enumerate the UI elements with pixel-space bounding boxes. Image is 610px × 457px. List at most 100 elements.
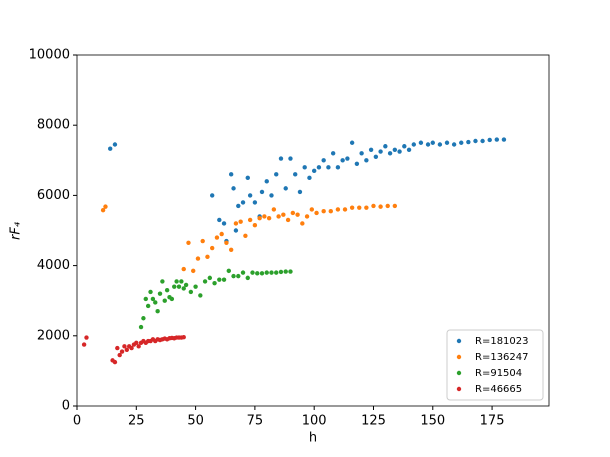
point	[326, 165, 331, 170]
point	[264, 270, 269, 275]
point	[233, 228, 239, 233]
point	[335, 207, 341, 212]
y-axis-label: rF₄	[9, 221, 24, 240]
point	[112, 359, 118, 365]
point	[262, 214, 267, 219]
point	[357, 205, 362, 210]
point	[221, 221, 227, 226]
point	[145, 303, 151, 309]
point	[255, 271, 260, 276]
point	[143, 296, 148, 302]
point	[188, 289, 194, 295]
point	[247, 217, 253, 223]
point	[335, 165, 341, 170]
point	[243, 233, 248, 238]
point	[451, 142, 457, 147]
point	[368, 147, 374, 152]
point	[354, 161, 360, 167]
point	[122, 344, 127, 349]
point	[259, 271, 265, 276]
point	[236, 273, 241, 279]
point	[501, 137, 507, 142]
point	[84, 335, 89, 340]
point	[103, 204, 108, 209]
point	[494, 137, 500, 142]
point	[257, 216, 262, 221]
point	[200, 238, 205, 244]
point	[466, 139, 471, 145]
point	[480, 138, 485, 144]
point	[295, 212, 300, 217]
point	[209, 193, 215, 198]
point	[157, 291, 163, 296]
point	[397, 149, 402, 154]
point	[250, 270, 255, 275]
point	[359, 151, 364, 156]
legend-label: R=46665	[475, 384, 522, 395]
point	[217, 277, 222, 282]
point	[153, 300, 158, 305]
legend: R=181023 R=136247 R=91504 R=46665	[446, 329, 544, 401]
point	[328, 208, 333, 214]
point	[290, 210, 296, 216]
point	[112, 142, 118, 147]
point	[108, 146, 113, 151]
point	[115, 345, 120, 351]
x-tick-label: 75	[247, 414, 264, 429]
point	[274, 270, 279, 275]
point	[302, 165, 307, 170]
point	[236, 203, 241, 209]
point	[231, 273, 236, 279]
point	[217, 217, 222, 223]
y-tick-label: 10000	[29, 48, 70, 63]
point	[364, 158, 369, 163]
point	[245, 275, 250, 281]
point	[378, 204, 383, 209]
point	[119, 349, 125, 354]
point	[340, 158, 345, 163]
point	[283, 269, 288, 274]
point	[269, 270, 274, 275]
point	[364, 205, 369, 210]
point	[195, 256, 201, 261]
point	[252, 200, 258, 205]
point	[300, 221, 305, 226]
point	[174, 279, 179, 284]
point	[247, 193, 253, 198]
point	[271, 207, 277, 212]
point	[238, 219, 243, 224]
point	[252, 223, 258, 228]
point	[224, 240, 229, 245]
point	[179, 279, 184, 284]
point	[321, 158, 326, 163]
point	[228, 172, 234, 177]
point	[176, 284, 182, 289]
x-tick-label: 125	[361, 414, 386, 429]
point	[342, 207, 348, 212]
point	[155, 309, 160, 314]
point	[349, 140, 355, 145]
point	[228, 247, 234, 253]
point	[172, 284, 177, 289]
point	[406, 147, 412, 152]
point	[288, 156, 293, 161]
point	[444, 140, 450, 145]
point	[430, 140, 435, 145]
point	[209, 245, 215, 251]
point	[245, 175, 250, 181]
point	[148, 289, 153, 295]
point	[274, 172, 279, 177]
point	[269, 193, 274, 198]
y-tick-label: 6000	[37, 188, 70, 203]
point	[402, 144, 407, 149]
point	[259, 189, 265, 195]
point	[207, 275, 213, 281]
point	[181, 266, 186, 272]
point	[221, 277, 227, 282]
point	[124, 347, 130, 353]
legend-marker	[456, 370, 462, 376]
point	[411, 142, 417, 147]
point	[219, 231, 224, 237]
point	[487, 137, 492, 143]
point	[205, 254, 210, 260]
